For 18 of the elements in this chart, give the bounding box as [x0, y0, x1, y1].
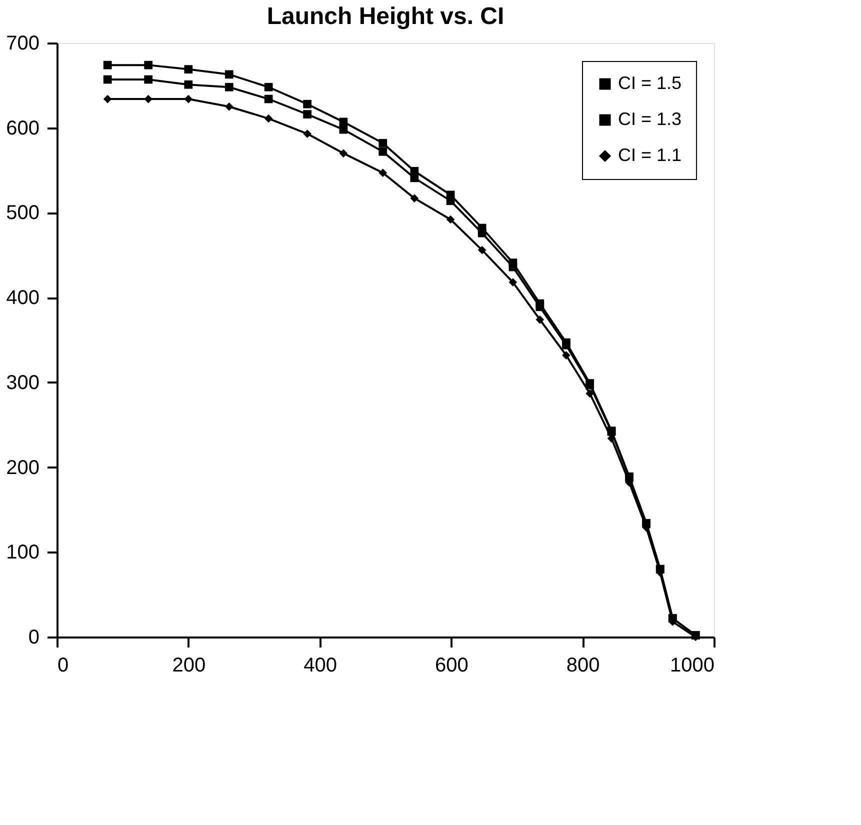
legend-label: CI = 1.5	[618, 73, 682, 93]
x-tick-label: 600	[435, 654, 468, 676]
y-tick-label: 200	[6, 456, 40, 479]
y-tick-label: 100	[6, 542, 40, 564]
y-tick-label: 600	[6, 117, 40, 140]
x-tick-label: 800	[566, 654, 600, 676]
x-tick-label: 1000	[670, 654, 714, 676]
x-tick-label: 200	[172, 654, 206, 676]
x-tick-label: 0	[58, 654, 69, 676]
x-tick-label: 400	[304, 654, 337, 676]
y-tick-label: 0	[28, 626, 40, 648]
chart-title: Launch Height vs. CI	[266, 3, 504, 30]
y-tick-label: 500	[6, 202, 40, 224]
y-tick-label: 300	[6, 372, 40, 394]
y-tick-label: 700	[6, 32, 40, 54]
legend-label: CI = 1.3	[618, 109, 682, 129]
y-tick-label: 400	[6, 287, 40, 310]
legend-label: CI = 1.1	[618, 145, 682, 165]
